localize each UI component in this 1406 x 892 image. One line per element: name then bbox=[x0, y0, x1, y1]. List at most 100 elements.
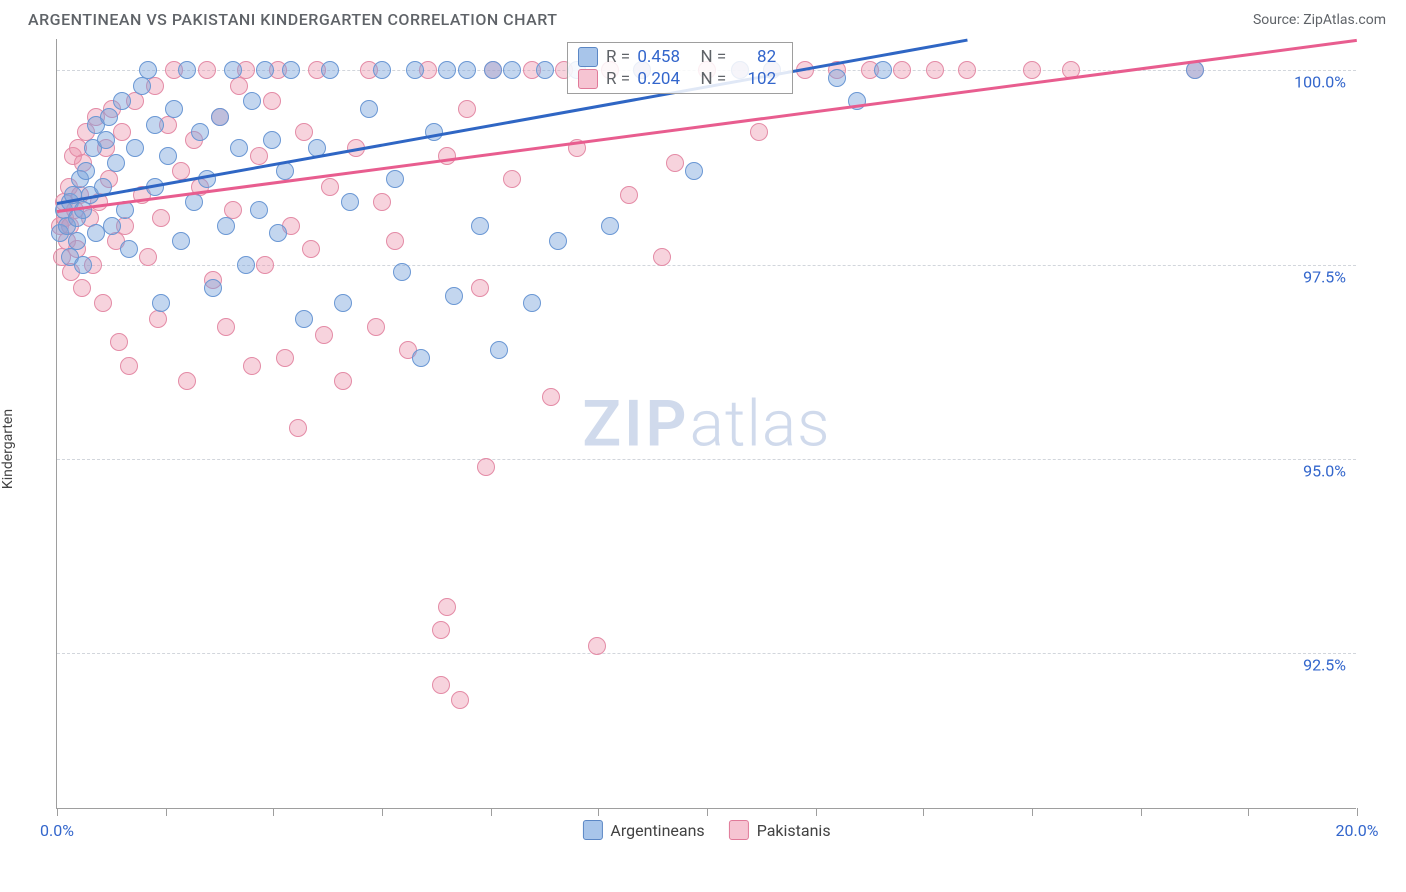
legend-item: Pakistanis bbox=[729, 820, 831, 840]
data-point bbox=[1023, 61, 1041, 79]
data-point bbox=[159, 147, 177, 165]
stats-legend: R =0.458 N =82R =0.204 N =102 bbox=[567, 42, 793, 94]
y-axis-label: Kindergarten bbox=[0, 409, 16, 489]
data-point bbox=[341, 193, 359, 211]
n-value: 102 bbox=[732, 69, 776, 89]
x-tick bbox=[1141, 808, 1142, 816]
data-point bbox=[685, 162, 703, 180]
y-tick-label: 97.5% bbox=[1303, 267, 1346, 286]
x-tick bbox=[707, 808, 708, 816]
data-point bbox=[152, 209, 170, 227]
legend-swatch bbox=[729, 820, 749, 840]
data-point bbox=[107, 154, 125, 172]
watermark-rest: atlas bbox=[690, 386, 831, 461]
r-label: R = bbox=[606, 69, 630, 89]
data-point bbox=[165, 100, 183, 118]
data-point bbox=[263, 131, 281, 149]
data-point bbox=[445, 287, 463, 305]
data-point bbox=[133, 77, 151, 95]
data-point bbox=[224, 61, 242, 79]
data-point bbox=[172, 232, 190, 250]
data-point bbox=[230, 139, 248, 157]
data-point bbox=[588, 637, 606, 655]
plot-region: ZIPatlas 92.5%95.0%97.5%100.0%0.0%20.0%A… bbox=[56, 39, 1356, 809]
x-tick bbox=[598, 808, 599, 816]
x-tick-label: 0.0% bbox=[40, 821, 74, 840]
data-point bbox=[549, 232, 567, 250]
data-point bbox=[250, 201, 268, 219]
data-point bbox=[386, 170, 404, 188]
data-point bbox=[120, 357, 138, 375]
data-point bbox=[276, 349, 294, 367]
x-tick bbox=[1248, 808, 1249, 816]
data-point bbox=[536, 61, 554, 79]
data-point bbox=[149, 310, 167, 328]
data-point bbox=[477, 458, 495, 476]
chart-area: Kindergarten ZIPatlas 92.5%95.0%97.5%100… bbox=[0, 39, 1406, 859]
n-label: N = bbox=[700, 47, 726, 67]
data-point bbox=[321, 61, 339, 79]
data-point bbox=[126, 139, 144, 157]
chart-title: ARGENTINEAN VS PAKISTANI KINDERGARTEN CO… bbox=[28, 10, 558, 29]
source-name: ZipAtlas.com bbox=[1303, 12, 1386, 28]
data-point bbox=[503, 61, 521, 79]
data-point bbox=[471, 217, 489, 235]
data-point bbox=[315, 326, 333, 344]
data-point bbox=[373, 61, 391, 79]
data-point bbox=[334, 294, 352, 312]
r-value: 0.458 bbox=[636, 47, 680, 67]
data-point bbox=[393, 263, 411, 281]
data-point bbox=[386, 232, 404, 250]
data-point bbox=[373, 193, 391, 211]
data-point bbox=[74, 256, 92, 274]
data-point bbox=[958, 61, 976, 79]
x-tick bbox=[923, 808, 924, 816]
x-tick bbox=[491, 808, 492, 816]
data-point bbox=[211, 108, 229, 126]
x-tick bbox=[57, 808, 58, 816]
data-point bbox=[620, 186, 638, 204]
data-point bbox=[484, 61, 502, 79]
data-point bbox=[295, 123, 313, 141]
data-point bbox=[198, 61, 216, 79]
legend-swatch bbox=[582, 820, 602, 840]
watermark: ZIPatlas bbox=[582, 386, 830, 461]
data-point bbox=[94, 294, 112, 312]
data-point bbox=[152, 294, 170, 312]
x-tick-label: 20.0% bbox=[1336, 821, 1379, 840]
data-point bbox=[256, 61, 274, 79]
data-point bbox=[490, 341, 508, 359]
data-point bbox=[110, 333, 128, 351]
x-tick bbox=[273, 808, 274, 816]
source-prefix: Source: bbox=[1253, 12, 1303, 28]
data-point bbox=[185, 193, 203, 211]
data-point bbox=[113, 92, 131, 110]
data-point bbox=[139, 61, 157, 79]
data-point bbox=[893, 61, 911, 79]
data-point bbox=[926, 61, 944, 79]
data-point bbox=[874, 61, 892, 79]
n-label: N = bbox=[700, 69, 726, 89]
data-point bbox=[406, 61, 424, 79]
data-point bbox=[97, 131, 115, 149]
data-point bbox=[237, 256, 255, 274]
data-point bbox=[412, 349, 430, 367]
legend-label: Pakistanis bbox=[757, 821, 831, 840]
data-point bbox=[458, 100, 476, 118]
data-point bbox=[243, 357, 261, 375]
data-point bbox=[263, 92, 281, 110]
data-point bbox=[73, 279, 91, 297]
data-point bbox=[750, 123, 768, 141]
x-tick bbox=[166, 808, 167, 816]
data-point bbox=[230, 77, 248, 95]
data-point bbox=[217, 318, 235, 336]
legend-label: Argentineans bbox=[610, 821, 704, 840]
data-point bbox=[828, 69, 846, 87]
data-point bbox=[103, 217, 121, 235]
data-point bbox=[204, 279, 222, 297]
gridline bbox=[57, 653, 1356, 654]
x-tick bbox=[816, 808, 817, 816]
legend-bottom: Argentineans Pakistanis bbox=[582, 820, 830, 840]
data-point bbox=[438, 598, 456, 616]
y-tick-label: 100.0% bbox=[1294, 73, 1346, 92]
